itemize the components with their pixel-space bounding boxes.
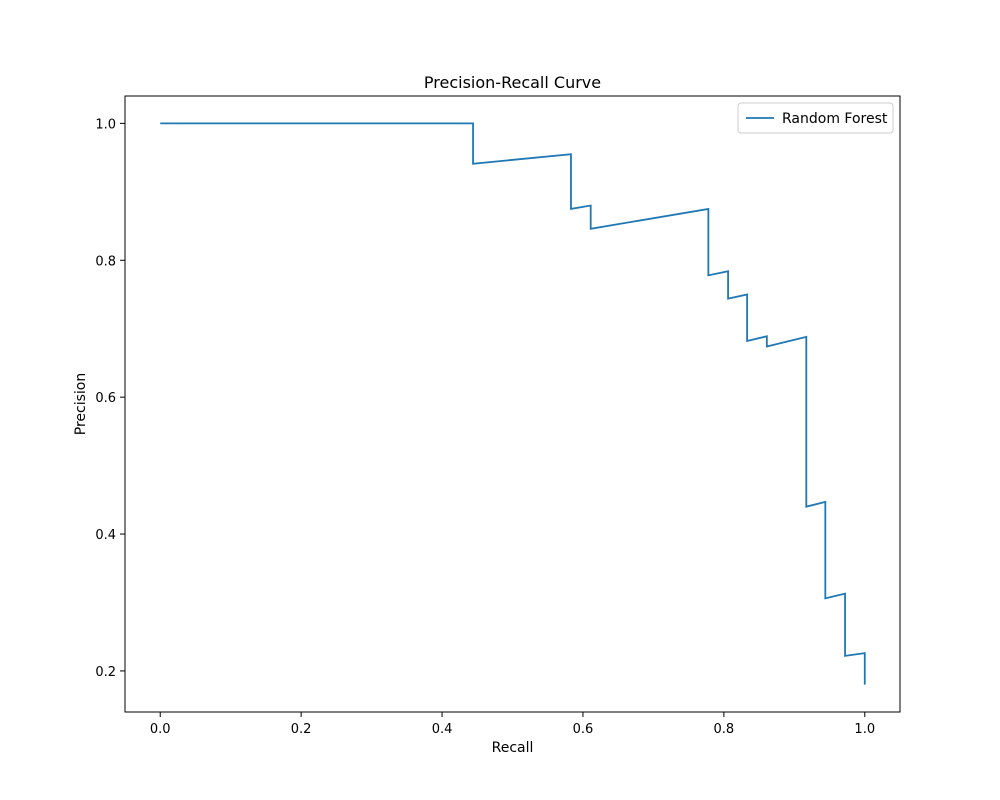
x-tick-label: 0.2 <box>291 722 312 737</box>
y-axis-label: Precision <box>73 373 89 435</box>
legend-box <box>737 102 894 134</box>
x-axis: 0.0 0.2 0.4 0.6 0.8 1.0 <box>150 712 875 737</box>
chart-title: Precision-Recall Curve <box>424 73 601 92</box>
y-tick-label: 0.6 <box>95 391 116 406</box>
y-tick-label: 1.0 <box>95 117 116 132</box>
plot-area <box>124 95 901 713</box>
x-tick-label: 0.8 <box>714 722 735 737</box>
y-axis: 0.2 0.4 0.6 0.8 1.0 <box>95 117 125 680</box>
legend: Random Forest <box>737 102 894 134</box>
legend-label: Random Forest <box>782 111 888 127</box>
y-tick-label: 0.2 <box>95 665 116 680</box>
series-layer <box>160 122 866 685</box>
series-line-random-forest <box>160 122 866 685</box>
x-tick-label: 0.4 <box>432 722 453 737</box>
x-tick-label: 0.0 <box>150 722 171 737</box>
y-tick-label: 0.4 <box>95 528 116 543</box>
x-axis-label: Recall <box>492 740 534 756</box>
y-tick-label: 0.8 <box>95 254 116 269</box>
x-tick-label: 0.6 <box>573 722 594 737</box>
x-tick-label: 1.0 <box>854 722 875 737</box>
